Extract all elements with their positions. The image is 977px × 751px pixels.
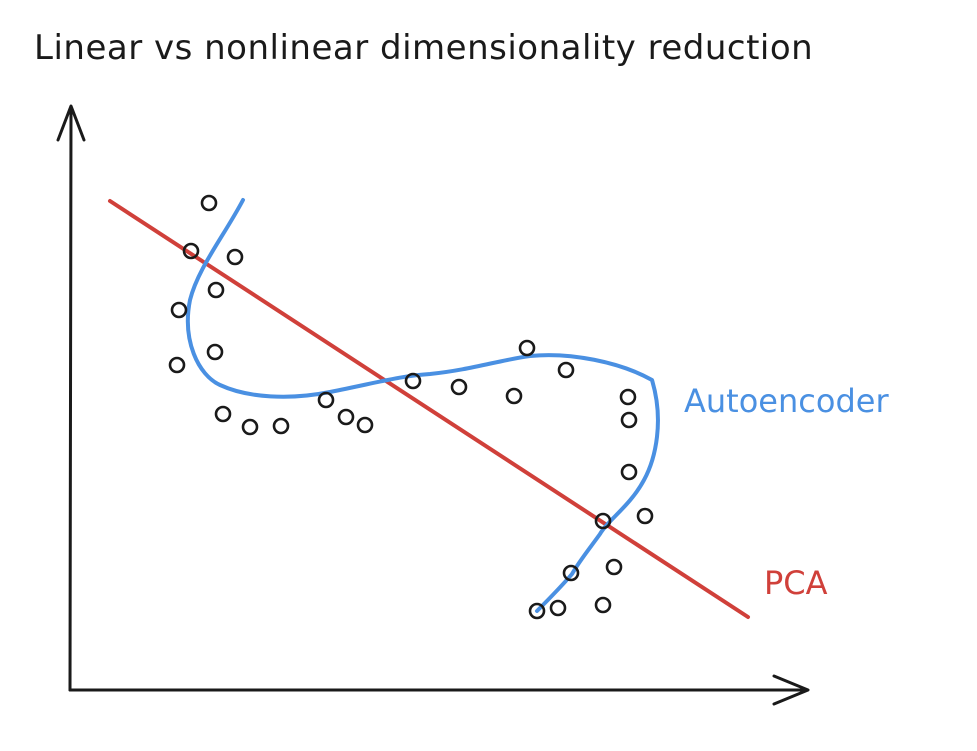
autoencoder-curve: [185, 198, 660, 613]
data-point: [636, 507, 654, 525]
data-point: [605, 558, 623, 576]
data-point: [182, 242, 200, 260]
data-point: [241, 418, 259, 436]
data-point: [528, 602, 546, 620]
y-axis: [68, 108, 73, 692]
diagram-title: Linear vs nonlinear dimensionality reduc…: [34, 28, 814, 68]
data-point: [207, 281, 225, 299]
data-point: [200, 194, 218, 212]
data-point: [337, 408, 355, 426]
pca-line: [108, 199, 750, 619]
data-point: [206, 343, 224, 361]
data-point: [317, 391, 335, 409]
data-points: [168, 194, 654, 620]
data-point: [562, 564, 580, 582]
data-point: [594, 512, 612, 530]
data-point: [518, 339, 536, 357]
data-point: [272, 417, 290, 435]
data-point: [226, 248, 244, 266]
data-point: [214, 405, 232, 423]
data-point: [450, 378, 468, 396]
x-axis-arrowhead: [772, 674, 810, 706]
data-point: [404, 372, 422, 390]
data-point: [549, 599, 567, 617]
data-point: [557, 361, 575, 379]
data-point: [356, 416, 374, 434]
data-point: [620, 463, 638, 481]
data-point: [619, 388, 637, 406]
data-point: [620, 411, 638, 429]
axes: [56, 104, 810, 706]
pca-label: PCA: [764, 564, 828, 602]
data-point: [594, 596, 612, 614]
data-point: [168, 356, 186, 374]
data-point: [505, 387, 523, 405]
data-point: [170, 301, 188, 319]
autoencoder-label: Autoencoder: [684, 382, 889, 420]
y-axis-arrowhead: [56, 104, 86, 142]
